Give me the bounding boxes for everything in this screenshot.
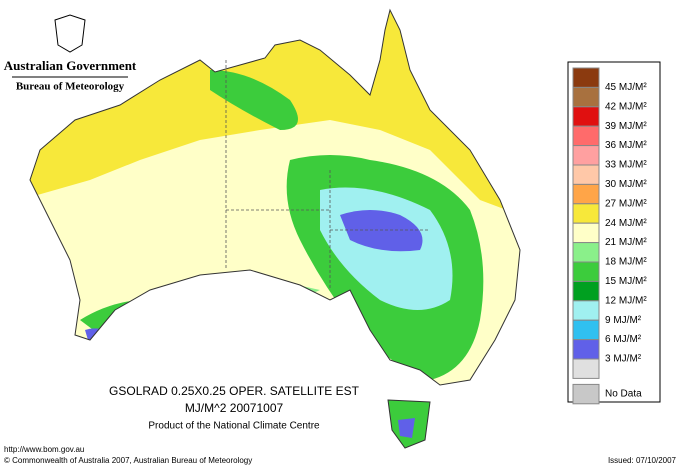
footer-line: GSOLRAD 0.25X0.25 OPER. SATELLITE EST	[109, 384, 360, 398]
legend-label: 21 MJ/M²	[605, 237, 647, 248]
legend-swatch	[572, 319, 600, 341]
org-subtitle: Bureau of Meteorology	[16, 81, 125, 93]
legend-swatch	[572, 339, 600, 360]
footer-line: Product of the National Climate Centre	[148, 421, 320, 432]
legend-label: 24 MJ/M²	[605, 218, 647, 229]
legend-swatch	[572, 86, 600, 108]
legend-swatch	[572, 203, 600, 224]
legend-label: 12 MJ/M²	[605, 295, 647, 306]
legend-swatch	[572, 125, 600, 147]
copyright: © Commonwealth of Australia 2007, Austra…	[4, 456, 252, 465]
legend-label: 33 MJ/M²	[605, 160, 647, 171]
legend-swatch	[572, 261, 600, 282]
legend-swatch	[572, 145, 600, 166]
legend-label: 3 MJ/M²	[605, 354, 642, 365]
legend-swatch	[572, 300, 600, 321]
legend-swatch	[572, 280, 600, 302]
logo: Australian Government Bureau of Meteorol…	[4, 14, 137, 93]
legend-label: 27 MJ/M²	[605, 198, 647, 209]
url: http://www.bom.gov.au	[4, 445, 84, 454]
legend-label: 15 MJ/M²	[605, 276, 647, 287]
legend-swatch	[572, 242, 600, 263]
legend-label: 39 MJ/M²	[605, 121, 647, 132]
issued: Issued: 07/10/2007	[608, 456, 677, 465]
legend-swatch	[572, 358, 600, 379]
legend-label: 45 MJ/M²	[605, 82, 647, 93]
legend-label: 9 MJ/M²	[605, 315, 642, 326]
legend-swatch	[572, 222, 600, 244]
legend: 45 MJ/M² 42 MJ/M² 39 MJ/M² 36 MJ/M² 33 MJ/M²…	[567, 61, 661, 405]
legend-swatch	[572, 383, 600, 405]
legend-label: 18 MJ/M²	[605, 257, 647, 268]
legend-label: 6 MJ/M²	[605, 334, 642, 345]
legend-label: No Data	[605, 389, 642, 400]
legend-swatch	[572, 106, 600, 127]
legend-label: 42 MJ/M²	[605, 101, 647, 112]
legend-label: 30 MJ/M²	[605, 179, 647, 190]
legend-label: 36 MJ/M²	[605, 140, 647, 151]
legend-swatch	[572, 183, 600, 205]
legend-swatch	[572, 67, 600, 88]
legend-swatch	[572, 164, 600, 185]
footer-line: MJ/M^2 20071007	[185, 401, 284, 415]
org-title: Australian Government	[4, 58, 137, 73]
